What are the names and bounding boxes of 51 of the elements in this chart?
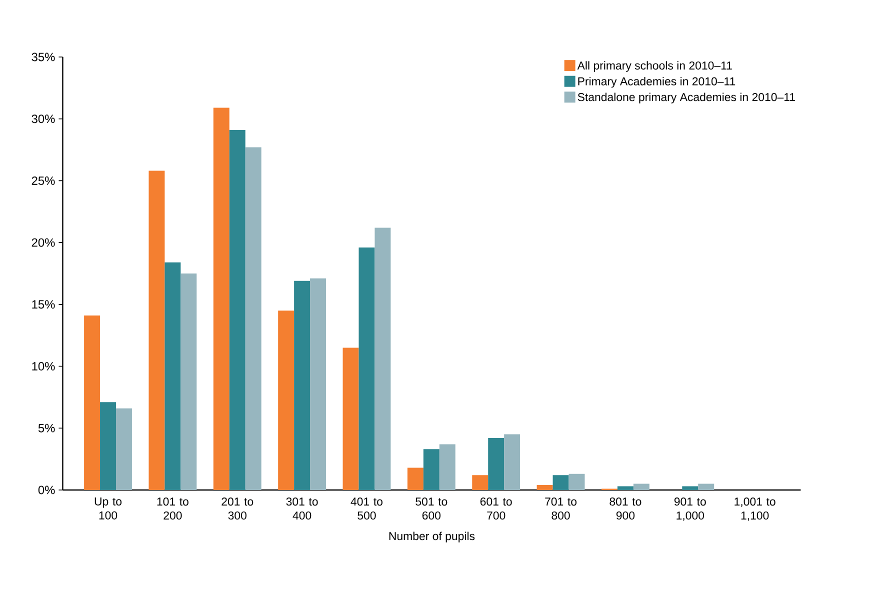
bar [698, 484, 714, 490]
bar [536, 485, 553, 490]
legend-label: Standalone primary Academies in 2010–11 [578, 92, 795, 104]
x-tick-label: 801 to 900 [610, 498, 642, 520]
x-tick-label: 401 to 500 [350, 498, 382, 520]
bar [342, 348, 359, 490]
bar [407, 468, 424, 490]
y-tick-label: 5% [38, 424, 55, 432]
bar [358, 248, 375, 490]
bar [633, 484, 650, 490]
bar [116, 408, 132, 490]
x-tick-label: 101 to 200 [157, 498, 188, 520]
x-tick-label: 601 to 700 [480, 498, 512, 520]
bar [423, 449, 440, 490]
bar [100, 402, 116, 490]
bar [439, 444, 456, 490]
x-tick-label: 201 to 300 [222, 498, 254, 520]
bar [682, 486, 698, 490]
bar [148, 170, 165, 490]
bar [374, 228, 391, 490]
y-tick-label: 0% [38, 486, 55, 494]
bar [310, 278, 326, 490]
bar [245, 147, 262, 490]
y-tick-label: 35% [32, 52, 55, 62]
bar [488, 438, 504, 490]
y-tick-label: 30% [32, 114, 55, 124]
x-tick-label: 1,001 to 1,100 [734, 498, 776, 521]
x-tick-label: 301 to 400 [286, 498, 318, 520]
bar [472, 475, 488, 490]
y-tick-label: 25% [32, 176, 55, 185]
bar [617, 486, 634, 490]
x-tick-label: 901 to 1,000 [674, 498, 706, 521]
bar [294, 280, 310, 490]
bar [180, 273, 197, 490]
bar [504, 434, 520, 490]
legend-label: Primary Academies in 2010–11 [578, 76, 736, 88]
legend-label: All primary schools in 2010–11 [577, 61, 732, 72]
bar [568, 474, 585, 490]
y-tick-label: 20% [32, 238, 55, 247]
x-tick-label: Up to 100 [94, 498, 122, 520]
y-tick-label: 10% [32, 362, 55, 370]
x-tick-label: 701 to 800 [545, 498, 577, 520]
x-axis-title: Number of pupils [389, 532, 475, 542]
bar [213, 108, 230, 490]
bar [229, 130, 246, 490]
bar [552, 475, 569, 490]
bar [164, 262, 181, 490]
bar [278, 310, 294, 490]
y-tick-label: 15% [32, 300, 55, 309]
bar [84, 316, 100, 490]
x-tick-label: 501 to 600 [416, 498, 448, 520]
